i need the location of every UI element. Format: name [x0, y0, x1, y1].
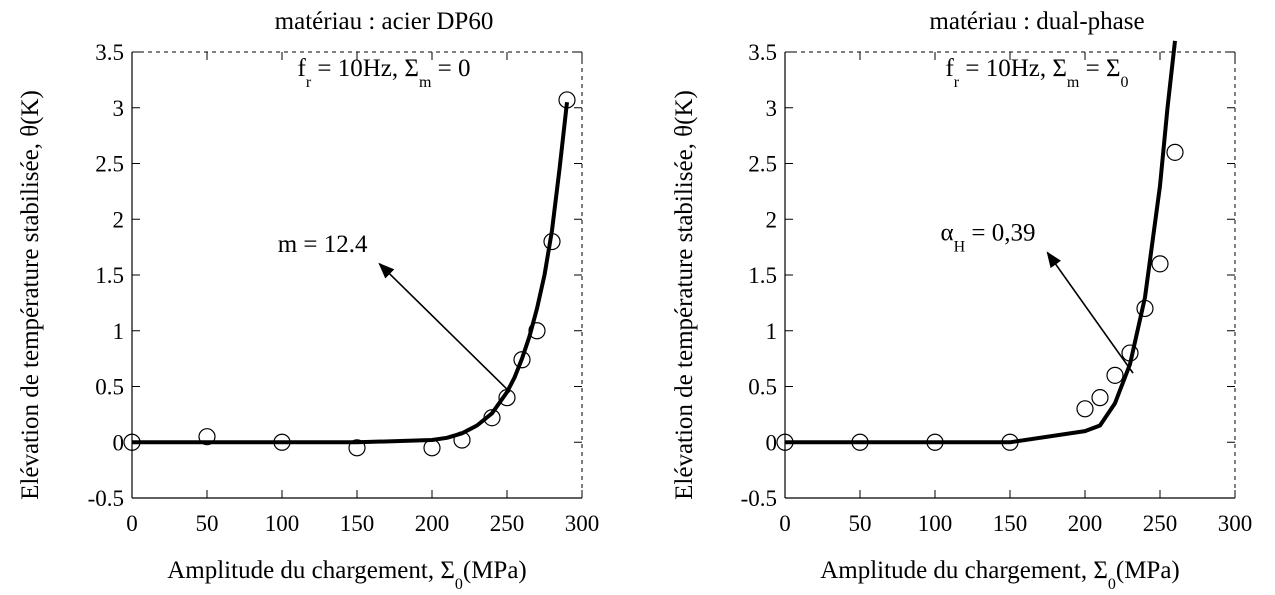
x-axis-label: Amplitude du chargement, Σ0(MPa) — [820, 557, 1180, 593]
data-point — [528, 322, 546, 340]
y-tick-label: 0.5 — [748, 375, 777, 400]
y-tick-label: 1 — [113, 319, 125, 344]
x-tick-label: 50 — [849, 511, 872, 536]
x-tick-label: 300 — [1218, 511, 1253, 536]
model-curve — [132, 101, 569, 445]
y-axis-label: Elévation de température stabilisée, θ(K… — [671, 90, 698, 500]
x-tick-label: 0 — [126, 511, 138, 536]
x-tick-label: 150 — [993, 511, 1028, 536]
data-point — [1106, 366, 1124, 384]
data-point — [273, 433, 291, 451]
x-tick-label: 100 — [265, 511, 300, 536]
data-point — [851, 433, 869, 451]
y-tick-label: 0 — [113, 430, 125, 455]
data-point — [1136, 299, 1154, 318]
data-point — [926, 433, 944, 451]
y-tick-label: 3 — [113, 96, 125, 121]
chart-title: matériau : acier DP60 — [275, 8, 494, 35]
data-point — [1166, 143, 1184, 161]
y-tick-label: 3.5 — [748, 40, 777, 65]
x-tick-label: 250 — [1143, 511, 1178, 536]
y-tick-label: 1.5 — [748, 263, 777, 288]
y-tick-label: 0 — [766, 430, 778, 455]
annotation-label: m = 12.4 — [278, 231, 368, 258]
y-tick-label: 0.5 — [95, 375, 124, 400]
data-point — [123, 433, 141, 451]
y-tick-label: 3.5 — [95, 40, 124, 65]
test-conditions: fr = 10Hz, Σm = Σ0 — [945, 55, 1128, 91]
y-tick-label: 2 — [113, 207, 125, 232]
y-tick-label: 2.5 — [748, 152, 777, 177]
y-axis-label: Elévation de température stabilisée, θ(K… — [17, 90, 44, 500]
data-point — [1091, 389, 1109, 407]
data-point — [483, 409, 501, 427]
y-tick-label: -0.5 — [88, 486, 124, 511]
annotation-arrow — [1046, 251, 1134, 374]
y-tick-label: 2 — [766, 207, 778, 232]
x-tick-label: 300 — [565, 511, 600, 536]
data-point — [1121, 344, 1139, 362]
data-point — [1076, 400, 1094, 418]
x-tick-label: 100 — [918, 511, 953, 536]
y-tick-label: 1.5 — [95, 263, 124, 288]
model-curve — [785, 40, 1177, 445]
x-tick-label: 0 — [779, 511, 791, 536]
data-point — [423, 439, 441, 457]
data-point — [776, 433, 794, 451]
data-point — [558, 91, 576, 109]
data-point — [513, 351, 531, 369]
chart-title: matériau : dual-phase — [929, 8, 1144, 35]
data-point — [348, 439, 366, 457]
y-tick-label: 2.5 — [95, 152, 124, 177]
y-tick-label: 3 — [766, 96, 778, 121]
test-conditions: fr = 10Hz, Σm = 0 — [297, 55, 470, 91]
x-tick-label: 50 — [196, 511, 219, 536]
x-tick-label: 250 — [490, 511, 525, 536]
chart-dual-phase: -0.500.511.522.533.50 50 100 150 200 250 300ma… — [671, 8, 1252, 593]
x-tick-label: 200 — [415, 511, 450, 536]
y-tick-label: -0.5 — [741, 486, 777, 511]
data-point — [453, 431, 471, 449]
data-point — [198, 428, 216, 446]
y-tick-label: 1 — [766, 319, 778, 344]
data-point — [1151, 255, 1169, 273]
x-tick-label: 150 — [340, 511, 375, 536]
data-point — [1001, 433, 1019, 451]
annotation-arrow — [378, 262, 511, 393]
data-point — [543, 232, 561, 251]
x-tick-label: 200 — [1068, 511, 1103, 536]
x-axis-label: Amplitude du chargement, Σ0(MPa) — [167, 557, 527, 593]
chart-acier-dp60: -0.500.511.522.533.50 50 100 150 200 250 300ma… — [17, 8, 599, 593]
annotation-label: αH = 0,39 — [940, 220, 1035, 256]
